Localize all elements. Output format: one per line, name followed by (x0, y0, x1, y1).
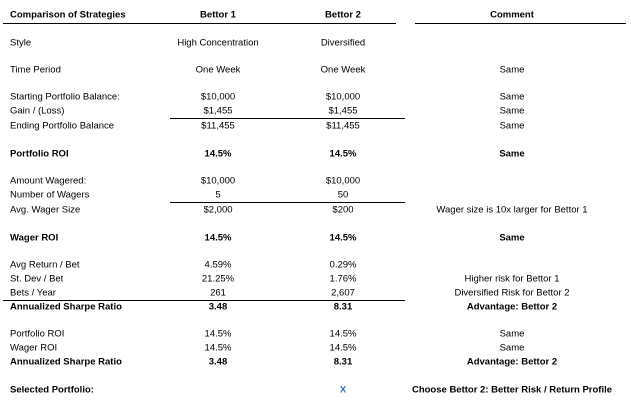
cell-bettor1: 21.25% (202, 274, 235, 285)
cell-comment: Same (500, 106, 525, 117)
cell-bettor2: 14.5% (330, 233, 357, 244)
header-bettor2: Bettor 2 (325, 10, 361, 21)
cell-comment: Choose Bettor 2: Better Risk / Return Pr… (412, 385, 612, 396)
cell-label: Avg. Wager Size (10, 205, 80, 216)
cell-comment: Same (499, 149, 524, 160)
cell-comment: Same (500, 329, 525, 340)
cell-comment: Advantage: Bettor 2 (467, 302, 557, 313)
cell-bettor2: One Week (321, 65, 366, 76)
cell-bettor1: 3.48 (209, 357, 228, 368)
header-comment: Comment (490, 10, 535, 21)
cell-bettor2: 2,607 (331, 288, 355, 299)
cell-comment: Same (500, 92, 525, 103)
cell-bettor2: $1,455 (328, 106, 357, 117)
cell-bettor2: $10,000 (326, 176, 360, 187)
cell-bettor2: 14.5% (330, 343, 357, 354)
header-bettor1: Bettor 1 (200, 10, 237, 21)
cell-bettor1: $10,000 (201, 92, 235, 103)
cell-label: Portfolio ROI (10, 149, 69, 160)
cell-bettor2: 14.5% (330, 329, 357, 340)
cell-bettor1: $11,455 (201, 121, 235, 132)
cell-comment: Same (500, 343, 525, 354)
cell-label: Gain / (Loss) (10, 106, 64, 117)
cell-bettor2: 14.5% (330, 149, 357, 160)
cell-bettor2: 1.76% (330, 274, 357, 285)
cell-label: Avg Return / Bet (10, 260, 80, 271)
cell-label: Annualized Sharpe Ratio (10, 302, 122, 313)
cell-bettor2: 0.29% (330, 260, 357, 271)
cell-bettor2: Diversified (321, 38, 365, 49)
header-title: Comparison of Strategies (10, 10, 126, 21)
cell-comment: Same (500, 121, 525, 132)
cell-comment: Diversified Risk for Bettor 2 (454, 288, 569, 299)
cell-bettor2: $200 (332, 205, 353, 216)
cell-bettor1: $10,000 (201, 176, 235, 187)
cell-label: Amount Wagered: (10, 176, 86, 187)
cell-comment: Advantage: Bettor 2 (467, 357, 557, 368)
cell-label: Number of Wagers (10, 190, 90, 201)
cell-bettor1: 261 (210, 288, 226, 299)
cell-bettor1: High Concentration (177, 38, 258, 49)
cell-comment: Higher risk for Bettor 1 (464, 274, 559, 285)
cell-bettor1: 14.5% (205, 329, 232, 340)
cell-label: Wager ROI (10, 233, 58, 244)
cell-label: Portfolio ROI (10, 329, 64, 340)
cell-bettor1: $1,455 (203, 106, 232, 117)
cell-bettor2: 8.31 (334, 357, 353, 368)
cell-bettor1: 14.5% (205, 233, 232, 244)
cell-label: Ending Portfolio Balance (10, 121, 114, 132)
cell-bettor1: $2,000 (203, 205, 232, 216)
cell-bettor1: 5 (215, 190, 220, 201)
cell-bettor1: 4.59% (205, 260, 232, 271)
cell-label: Bets / Year (10, 288, 56, 299)
cell-bettor1: One Week (196, 65, 241, 76)
cell-comment: Wager size is 10x larger for Bettor 1 (436, 205, 587, 216)
cell-bettor2: 50 (338, 190, 349, 201)
cell-bettor2: $11,455 (326, 121, 360, 132)
cell-bettor1: 3.48 (209, 302, 228, 313)
cell-label: Annualized Sharpe Ratio (10, 357, 122, 368)
cell-label: Starting Portfolio Balance: (10, 92, 120, 103)
cell-label: Wager ROI (10, 343, 57, 354)
cell-comment: Same (499, 233, 524, 244)
cell-label: Selected Portfolio: (10, 385, 94, 396)
cell-bettor2: 8.31 (334, 302, 353, 313)
cell-bettor1: 14.5% (205, 149, 232, 160)
cell-bettor1: 14.5% (205, 343, 232, 354)
cell-bettor2: $10,000 (326, 92, 360, 103)
cell-label: Time Period (10, 65, 61, 76)
cell-label: St. Dev / Bet (10, 274, 64, 285)
cell-comment: Same (500, 65, 525, 76)
cell-label: Style (10, 38, 31, 49)
cell-bettor2: X (340, 385, 347, 396)
